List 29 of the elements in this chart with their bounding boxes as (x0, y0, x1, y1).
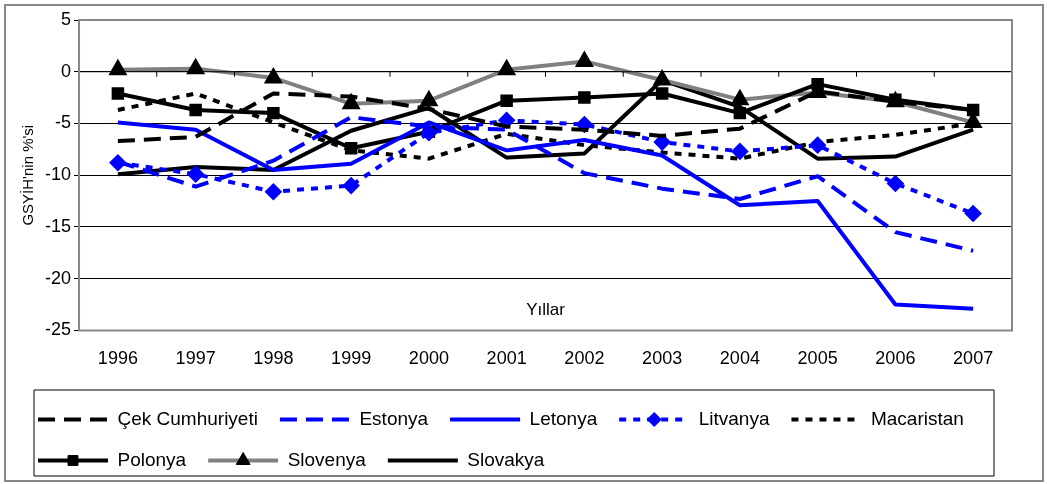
x-tick-label: 2001 (486, 348, 527, 369)
legend-label: Estonya (359, 407, 429, 429)
x-tick-label: 1996 (97, 348, 138, 369)
legend-label: Polonya (117, 448, 187, 470)
x-tick-label: 2007 (953, 348, 994, 369)
legend-label: Litvanya (698, 407, 770, 429)
y-axis-title: GSYİH'nin %'si (19, 124, 37, 226)
x-tick-label: 2004 (719, 348, 760, 369)
legend-label: Macaristan (870, 407, 964, 429)
y-tick-label: -20 (45, 267, 72, 288)
y-tick-label: -25 (45, 319, 72, 340)
x-tick-label: 1999 (331, 348, 372, 369)
y-tick-label: -15 (45, 215, 72, 236)
legend-label: Slovakya (467, 448, 545, 470)
x-tick-label: 2003 (642, 348, 683, 369)
x-tick-label: 2002 (564, 348, 605, 369)
x-tick-label: 1997 (175, 348, 216, 369)
legend-label: Slovenya (287, 448, 367, 470)
y-tick-label: -5 (55, 112, 72, 133)
x-tick-label: 2005 (797, 348, 838, 369)
y-tick-label: 5 (61, 8, 72, 29)
legend-label: Letonya (529, 407, 598, 429)
x-tick-label: 2000 (408, 348, 449, 369)
x-tick-label: 1998 (253, 348, 294, 369)
y-tick-label: -10 (45, 164, 72, 185)
y-tick-label: 0 (61, 60, 72, 81)
x-tick-label: 2006 (875, 348, 916, 369)
x-axis-title: Yıllar (526, 300, 566, 320)
legend-label: Çek Cumhuriyeti (117, 407, 258, 429)
